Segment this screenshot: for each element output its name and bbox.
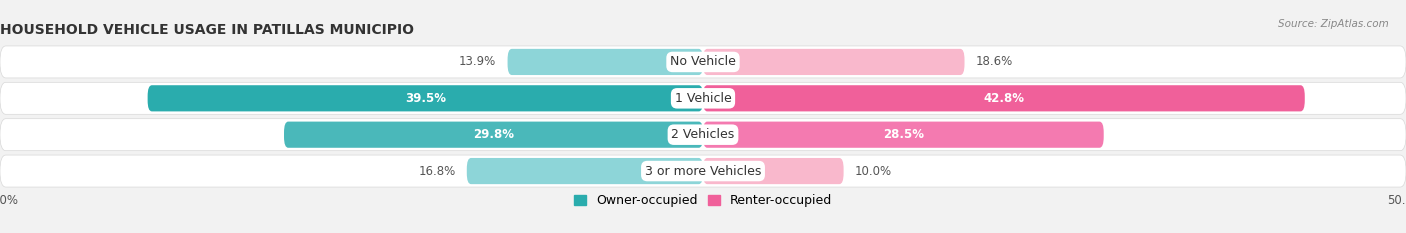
FancyBboxPatch shape <box>0 82 1406 114</box>
FancyBboxPatch shape <box>467 158 703 184</box>
FancyBboxPatch shape <box>0 46 1406 78</box>
Text: 1 Vehicle: 1 Vehicle <box>675 92 731 105</box>
Text: 42.8%: 42.8% <box>983 92 1025 105</box>
Legend: Owner-occupied, Renter-occupied: Owner-occupied, Renter-occupied <box>574 194 832 207</box>
Text: 2 Vehicles: 2 Vehicles <box>672 128 734 141</box>
FancyBboxPatch shape <box>148 85 703 111</box>
Text: HOUSEHOLD VEHICLE USAGE IN PATILLAS MUNICIPIO: HOUSEHOLD VEHICLE USAGE IN PATILLAS MUNI… <box>0 23 413 37</box>
Text: 13.9%: 13.9% <box>460 55 496 69</box>
FancyBboxPatch shape <box>0 155 1406 187</box>
FancyBboxPatch shape <box>0 119 1406 151</box>
Text: 18.6%: 18.6% <box>976 55 1012 69</box>
FancyBboxPatch shape <box>508 49 703 75</box>
FancyBboxPatch shape <box>703 85 1305 111</box>
Text: 3 or more Vehicles: 3 or more Vehicles <box>645 164 761 178</box>
Text: Source: ZipAtlas.com: Source: ZipAtlas.com <box>1278 19 1389 29</box>
FancyBboxPatch shape <box>284 122 703 148</box>
Text: No Vehicle: No Vehicle <box>671 55 735 69</box>
Text: 39.5%: 39.5% <box>405 92 446 105</box>
Text: 10.0%: 10.0% <box>855 164 891 178</box>
FancyBboxPatch shape <box>703 49 965 75</box>
Text: 29.8%: 29.8% <box>472 128 515 141</box>
FancyBboxPatch shape <box>703 158 844 184</box>
Text: 28.5%: 28.5% <box>883 128 924 141</box>
Text: 16.8%: 16.8% <box>419 164 456 178</box>
FancyBboxPatch shape <box>703 122 1104 148</box>
